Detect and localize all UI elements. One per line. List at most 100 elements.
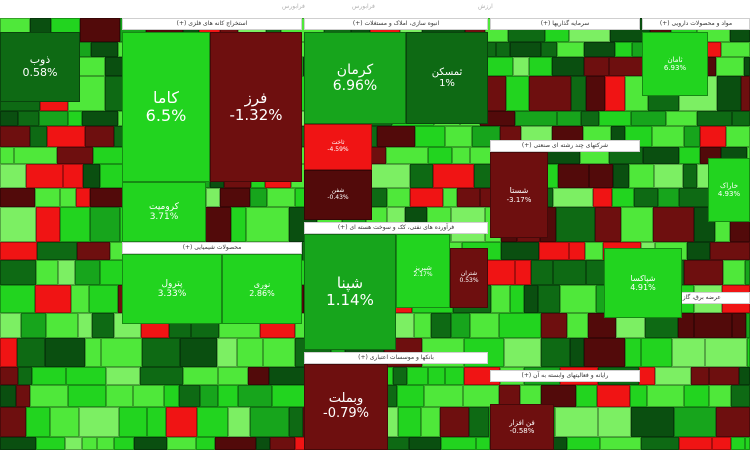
- filler-cell: [0, 111, 18, 126]
- filler-cell: [415, 126, 445, 147]
- stock-tile[interactable]: کروميت 3.71%: [122, 182, 206, 242]
- filler-cell: [238, 385, 272, 407]
- filler-cell: [585, 242, 603, 260]
- stock-tile[interactable]: شستا -3.17%: [490, 152, 548, 238]
- filler-cell: [697, 111, 732, 126]
- stock-tile[interactable]: شبریز 2.17%: [396, 234, 450, 308]
- stock-tile[interactable]: کرمان 6.96%: [304, 32, 406, 124]
- filler-cell: [655, 367, 691, 385]
- filler-cell: [36, 207, 60, 242]
- filler-cell: [629, 164, 654, 188]
- tile-change: 3.71%: [149, 212, 179, 222]
- stock-tile[interactable]: ثمسکن 1%: [406, 32, 488, 124]
- filler-cell: [515, 260, 531, 285]
- filler-cell: [529, 57, 552, 76]
- filler-cell: [0, 126, 30, 147]
- stock-tile[interactable]: شپاکسا 4.91%: [604, 248, 682, 318]
- filler-cell: [557, 42, 584, 57]
- stock-tile[interactable]: ذوب 0.58%: [0, 32, 80, 102]
- filler-cell: [119, 407, 147, 437]
- filler-cell: [678, 313, 694, 338]
- filler-cell: [451, 313, 470, 338]
- filler-cell: [196, 437, 215, 450]
- section-header: انبوه سازی، املاک و مستغلات (+): [304, 18, 488, 30]
- stock-tile[interactable]: وبملت -0.79%: [304, 364, 388, 450]
- filler-cell: [133, 385, 164, 407]
- filler-cell: [0, 385, 16, 407]
- filler-cell: [21, 313, 46, 338]
- filler-cell: [584, 42, 615, 57]
- filler-cell: [613, 164, 629, 188]
- filler-cell: [541, 313, 567, 338]
- stock-tile[interactable]: ثامان 6.93%: [642, 32, 708, 96]
- filler-cell: [510, 42, 541, 57]
- stock-tile[interactable]: ثاخت -4.59%: [304, 124, 372, 170]
- filler-cell: [589, 164, 613, 188]
- filler-cell: [414, 313, 431, 338]
- filler-cell: [539, 242, 569, 260]
- filler-cell: [114, 437, 134, 450]
- filler-cell: [634, 188, 658, 207]
- stock-tile[interactable]: شفن -0.43%: [304, 170, 372, 220]
- filler-cell: [46, 313, 78, 338]
- filler-cell: [531, 260, 553, 285]
- filler-cell: [745, 437, 750, 450]
- tile-change: 2.17%: [413, 270, 433, 278]
- filler-cell: [80, 18, 120, 42]
- filler-cell: [553, 260, 586, 285]
- filler-cell: [217, 338, 237, 367]
- filler-cell: [658, 188, 679, 207]
- market-treemap: استخراج کانه های فلزی (+) انبوه سازی، ام…: [0, 18, 750, 450]
- filler-cell: [407, 367, 428, 385]
- filler-cell: [741, 76, 750, 111]
- filler-cell: [712, 437, 731, 450]
- filler-cell: [441, 437, 476, 450]
- filler-cell: [18, 367, 32, 385]
- tile-change: -1.32%: [229, 106, 283, 124]
- filler-cell: [524, 285, 538, 313]
- filler-cell: [653, 207, 694, 242]
- filler-cell: [584, 338, 625, 367]
- filler-cell: [0, 242, 37, 260]
- filler-cell: [641, 338, 672, 367]
- stock-tile[interactable]: کاما 6.5%: [122, 32, 210, 182]
- filler-cell: [85, 338, 101, 367]
- filler-cell: [560, 285, 596, 313]
- top-label: فرابورس: [352, 3, 375, 10]
- filler-cell: [231, 207, 246, 242]
- filler-cell: [431, 313, 451, 338]
- filler-cell: [732, 313, 746, 338]
- filler-cell: [463, 385, 499, 407]
- filler-cell: [97, 437, 114, 450]
- tile-symbol: ثمسکن: [431, 66, 463, 78]
- tile-symbol: شفن: [331, 187, 345, 195]
- filler-cell: [709, 367, 739, 385]
- filler-cell: [593, 188, 612, 207]
- filler-cell: [639, 367, 655, 385]
- stock-tile[interactable]: فن افزار -0.58%: [490, 404, 554, 450]
- tile-symbol: فن افزار: [509, 418, 535, 427]
- section-header: بانکها و موسسات اعتباری (+): [304, 352, 488, 364]
- filler-cell: [599, 111, 631, 126]
- tile-symbol: کاما: [153, 87, 179, 107]
- stock-tile[interactable]: خاراک 4.93%: [708, 158, 750, 222]
- filler-cell: [32, 367, 66, 385]
- filler-cell: [45, 338, 85, 367]
- stock-tile[interactable]: شتران 0.53%: [450, 248, 488, 308]
- stock-tile[interactable]: شپنا 1.14%: [304, 234, 396, 350]
- section-header: سرمایه گذاریها (+): [490, 18, 640, 30]
- filler-cell: [600, 437, 641, 450]
- filler-cell: [30, 385, 68, 407]
- filler-cell: [263, 338, 295, 367]
- stock-tile[interactable]: پترول 3.33%: [122, 254, 222, 324]
- filler-cell: [248, 367, 269, 385]
- filler-cell: [63, 164, 83, 188]
- stock-tile[interactable]: نوری 2.86%: [222, 254, 302, 324]
- filler-cell: [377, 126, 415, 147]
- filler-cell: [0, 147, 14, 164]
- filler-cell: [82, 437, 97, 450]
- filler-cell: [723, 260, 745, 285]
- filler-cell: [672, 338, 705, 367]
- filler-cell: [721, 42, 750, 57]
- stock-tile[interactable]: فرز -1.32%: [210, 32, 302, 182]
